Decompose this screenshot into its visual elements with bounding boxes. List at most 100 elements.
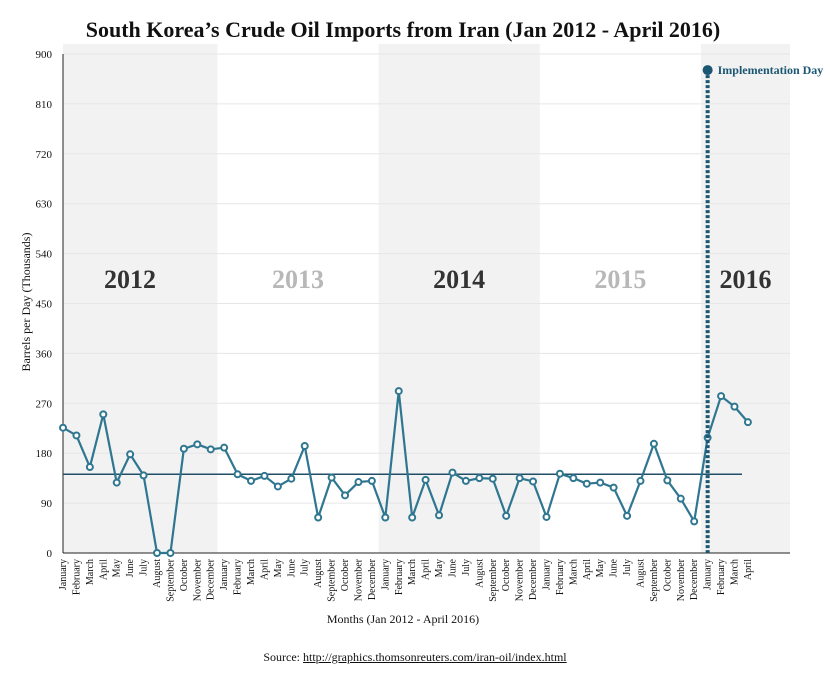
implementation-day-marker — [702, 65, 713, 76]
data-point — [448, 468, 457, 477]
source-note: Source: http://graphics.thomsonreuters.c… — [0, 650, 830, 665]
data-point — [623, 511, 632, 520]
x-tick-label: February — [71, 559, 82, 595]
year-label-2012: 2012 — [104, 265, 156, 294]
x-tick-label: October — [501, 558, 512, 591]
x-tick-label: February — [394, 559, 405, 595]
data-point — [502, 511, 511, 520]
source-link[interactable]: http://graphics.thomsonreuters.com/iran-… — [303, 650, 567, 664]
data-point — [85, 463, 94, 472]
data-point — [99, 410, 108, 419]
x-tick-label: May — [112, 559, 123, 577]
x-tick-label: March — [407, 559, 418, 585]
series-line — [59, 387, 752, 557]
x-tick-label: November — [676, 558, 687, 601]
data-point — [609, 483, 618, 492]
y-tick-label: 90 — [41, 498, 53, 510]
x-tick-label: May — [595, 559, 606, 577]
data-point — [314, 513, 323, 522]
data-point — [179, 444, 188, 453]
data-point — [663, 476, 672, 485]
data-point — [153, 549, 162, 557]
data-point — [233, 470, 242, 479]
data-point — [112, 478, 121, 487]
x-tick-label: April — [421, 559, 432, 580]
data-point — [529, 477, 538, 486]
data-point — [475, 474, 484, 483]
data-point — [435, 511, 444, 520]
implementation-day-label: Implementation Day — [718, 63, 824, 77]
x-tick-label: August — [152, 559, 163, 588]
y-tick-label: 0 — [47, 548, 53, 560]
data-point — [166, 549, 175, 557]
x-tick-label: September — [649, 558, 660, 601]
x-tick-label: June — [286, 558, 297, 577]
x-tick-label: August — [474, 559, 485, 588]
x-tick-label: December — [689, 558, 700, 600]
y-tick-label: 180 — [36, 448, 53, 460]
year-label-2015: 2015 — [594, 265, 646, 294]
data-point — [676, 494, 685, 503]
data-point — [206, 445, 215, 454]
x-tick-label: March — [568, 559, 579, 585]
data-point — [488, 474, 497, 483]
y-tick-label: 450 — [36, 299, 53, 311]
x-tick-label: September — [327, 558, 338, 601]
x-tick-label: September — [165, 558, 176, 601]
x-tick-label: February — [555, 559, 566, 595]
x-tick-label: August — [313, 559, 324, 588]
x-tick-label: January — [380, 559, 391, 590]
annotations: Implementation Day — [702, 63, 824, 553]
data-point — [59, 423, 67, 432]
x-tick-label: July — [461, 559, 472, 576]
y-tick-label: 540 — [36, 249, 53, 261]
year-label-2014: 2014 — [433, 265, 485, 294]
x-tick-label: May — [434, 559, 445, 577]
data-point — [649, 439, 658, 448]
y-tick-label: 630 — [36, 199, 53, 211]
data-point — [139, 471, 148, 480]
y-tick-label: 900 — [36, 49, 53, 61]
data-point — [717, 392, 726, 401]
x-tick-label: July — [300, 559, 311, 576]
data-point — [730, 402, 739, 411]
data-point — [569, 474, 578, 483]
x-tick-label: March — [85, 559, 96, 585]
data-point — [260, 471, 269, 480]
x-tick-label: November — [515, 558, 526, 601]
series-line-0 — [62, 390, 749, 555]
data-point — [408, 513, 417, 522]
x-tick-label: January — [219, 559, 230, 590]
data-point — [542, 512, 551, 521]
x-tick-label: April — [98, 559, 109, 580]
x-tick-labels: January February March April May June July Augu… — [58, 558, 754, 601]
x-tick-label: February — [716, 559, 727, 595]
x-tick-label: January — [703, 559, 714, 590]
x-tick-label: April — [582, 559, 593, 580]
x-tick-label: May — [273, 559, 284, 577]
x-tick-label: June — [447, 558, 458, 577]
data-point — [461, 476, 470, 485]
data-point — [636, 476, 645, 485]
x-tick-label: July — [139, 559, 150, 576]
data-point — [300, 441, 309, 450]
data-point — [743, 418, 752, 427]
year-labels: 2012 2013 2014 2015 2016 — [104, 265, 771, 294]
source-prefix: Source: — [263, 650, 304, 664]
data-point — [354, 478, 363, 487]
data-point — [273, 482, 282, 491]
data-point — [582, 479, 591, 488]
data-point — [555, 469, 564, 478]
x-tick-label: March — [730, 559, 741, 585]
data-point — [72, 431, 81, 440]
x-tick-label: July — [622, 559, 633, 576]
data-point — [287, 474, 296, 483]
y-tick-label: 810 — [36, 99, 53, 111]
data-point — [421, 475, 430, 484]
y-tick-label: 270 — [36, 398, 53, 410]
data-point — [327, 473, 336, 482]
x-tick-label: December — [206, 558, 217, 600]
x-tick-label: November — [353, 558, 364, 601]
